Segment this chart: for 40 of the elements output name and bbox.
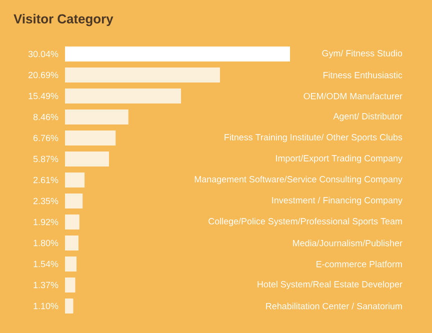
data-label: 6.76% <box>34 134 58 142</box>
data-label: 1.80% <box>34 240 58 246</box>
data-label: 2.35% <box>34 198 58 204</box>
bar <box>65 152 109 166</box>
data-label: 1.54% <box>34 260 58 268</box>
y-tick-label: E-commerce Platform <box>316 260 402 268</box>
bar <box>65 278 76 292</box>
data-label: 15.49% <box>28 92 58 100</box>
bar <box>65 256 77 272</box>
bar <box>65 110 128 124</box>
data-label: 30.04% <box>28 50 58 58</box>
y-tick-label: Investment / Financing Company <box>272 196 402 206</box>
data-label: 1.37% <box>34 282 58 288</box>
y-tick-label: Hotel System/Real Estate Developer <box>258 280 402 290</box>
y-tick-label: Gym/ Fitness Studio <box>322 50 402 58</box>
bar <box>65 214 80 230</box>
data-label: 20.69% <box>28 72 58 78</box>
y-tick-label: Import/Export Trading Company <box>276 154 402 164</box>
y-tick-label: OEM/ODM Manufacturer <box>304 92 402 100</box>
bar <box>65 172 85 188</box>
y-tick-label: Management Software/Service Consulting Company <box>194 176 402 184</box>
y-tick-label: Media/Journalism/Publisher <box>293 240 402 246</box>
data-label: 2.61% <box>34 176 58 184</box>
bar <box>65 46 290 62</box>
y-tick-label: Fitness Enthusiastic <box>323 72 402 78</box>
bar <box>65 68 220 82</box>
bar <box>65 298 74 314</box>
chart-title: Visitor Category <box>14 14 114 26</box>
data-label: 1.10% <box>34 302 58 310</box>
y-tick-label: College/Police System/Professional Sports Team <box>208 218 402 226</box>
y-tick-label: Agent/ Distributor <box>333 112 402 122</box>
data-label: 8.46% <box>33 114 58 120</box>
bar <box>65 194 83 208</box>
y-tick-label: Fitness Training Institute/ Other Sports Clubs <box>224 134 402 142</box>
y-tick-label: Rehabilitation Center / Sanatorium <box>266 302 402 310</box>
bar <box>65 130 116 146</box>
bar <box>65 236 78 250</box>
data-label: 1.92% <box>34 218 58 226</box>
bar <box>65 88 182 104</box>
data-label: 5.87% <box>33 156 58 162</box>
